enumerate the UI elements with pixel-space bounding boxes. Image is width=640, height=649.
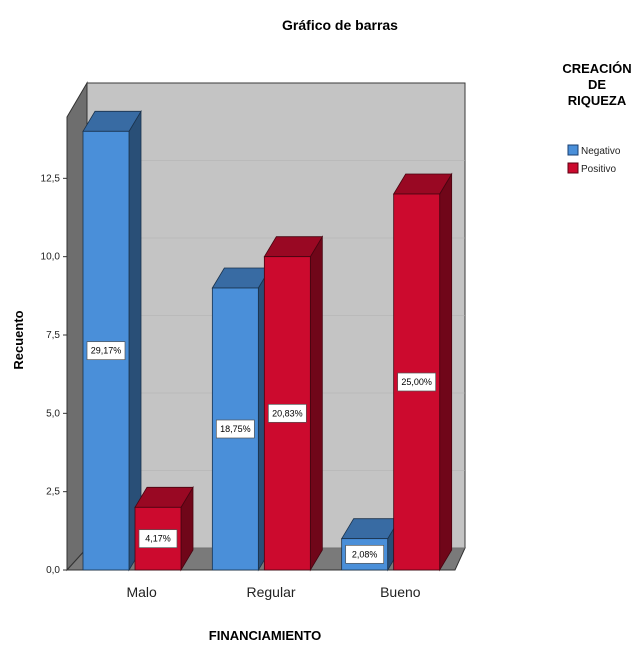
y-tick-label: 0,0 bbox=[46, 565, 60, 576]
data-label-text: 20,83% bbox=[272, 408, 303, 418]
data-label: 29,17% bbox=[86, 341, 126, 361]
legend: CREACIÓN DE RIQUEZA Negativo Positivo bbox=[562, 61, 631, 175]
x-tick-label: Malo bbox=[126, 584, 157, 600]
legend-label-negativo: Negativo bbox=[581, 146, 621, 157]
bar-positivo-malo bbox=[134, 485, 194, 572]
bar-positivo-bueno bbox=[392, 172, 453, 572]
data-label-text: 2,08% bbox=[352, 549, 378, 559]
data-label: 18,75% bbox=[215, 419, 255, 439]
legend-title-line-1: CREACIÓN bbox=[562, 61, 631, 76]
y-tick-label: 5,0 bbox=[46, 408, 60, 419]
chart-title: Gráfico de barras bbox=[282, 17, 398, 33]
x-tick-label: Regular bbox=[246, 584, 295, 600]
legend-swatch-negativo bbox=[567, 144, 579, 156]
bar-negativo-regular bbox=[211, 266, 272, 572]
y-axis-ticks: 0,0 2,5 5,0 7,5 10,0 12,5 bbox=[41, 173, 67, 576]
legend-title-line-2: DE bbox=[588, 77, 606, 92]
y-tick-label: 2,5 bbox=[46, 487, 60, 498]
data-label-text: 29,17% bbox=[91, 346, 122, 356]
data-label: 4,17% bbox=[138, 529, 178, 549]
data-label: 20,83% bbox=[267, 403, 307, 423]
y-axis-title: Recuento bbox=[11, 310, 26, 369]
bar-positivo-regular bbox=[263, 235, 324, 572]
x-axis-ticks: Malo Regular Bueno bbox=[126, 584, 420, 600]
data-label-text: 4,17% bbox=[145, 534, 171, 544]
bars: 29,17% 4,17% 18,75% 20,83% 2,08% 25,00% bbox=[82, 109, 453, 572]
data-label-text: 18,75% bbox=[220, 424, 251, 434]
x-axis-title: FINANCIAMIENTO bbox=[209, 628, 321, 643]
x-tick-label: Bueno bbox=[380, 584, 421, 600]
bar-negativo-malo bbox=[82, 109, 142, 572]
data-label: 2,08% bbox=[345, 544, 385, 564]
legend-title-line-3: RIQUEZA bbox=[568, 93, 627, 108]
y-tick-label: 12,5 bbox=[41, 173, 61, 184]
y-tick-label: 7,5 bbox=[46, 330, 60, 341]
legend-label-positivo: Positivo bbox=[581, 164, 616, 175]
data-label-text: 25,00% bbox=[401, 377, 432, 387]
y-tick-label: 10,0 bbox=[41, 252, 61, 263]
data-label: 25,00% bbox=[397, 372, 437, 392]
legend-swatch-positivo bbox=[567, 162, 579, 174]
